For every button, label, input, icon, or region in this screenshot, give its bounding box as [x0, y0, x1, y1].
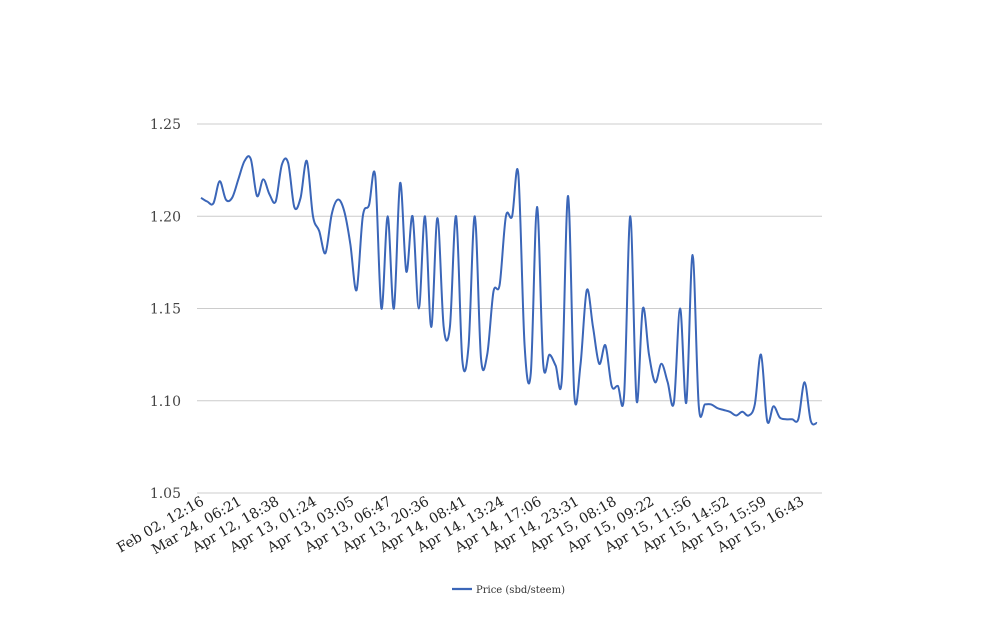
y-tick-label: 1.05: [150, 486, 181, 502]
y-axis-ticks: 1.05 1.10 1.15 1.20 1.25: [150, 117, 181, 502]
legend-label: Price (sbd/steem): [476, 585, 565, 596]
y-tick-label: 1.15: [150, 302, 181, 318]
y-tick-label: 1.20: [150, 209, 181, 225]
price-series-line: [200, 155, 818, 426]
y-tick-label: 1.10: [150, 394, 181, 410]
series-layer: [200, 155, 818, 426]
y-tick-label: 1.25: [150, 117, 181, 133]
gridlines: [197, 123, 822, 494]
legend: Price (sbd/steem): [452, 585, 565, 596]
